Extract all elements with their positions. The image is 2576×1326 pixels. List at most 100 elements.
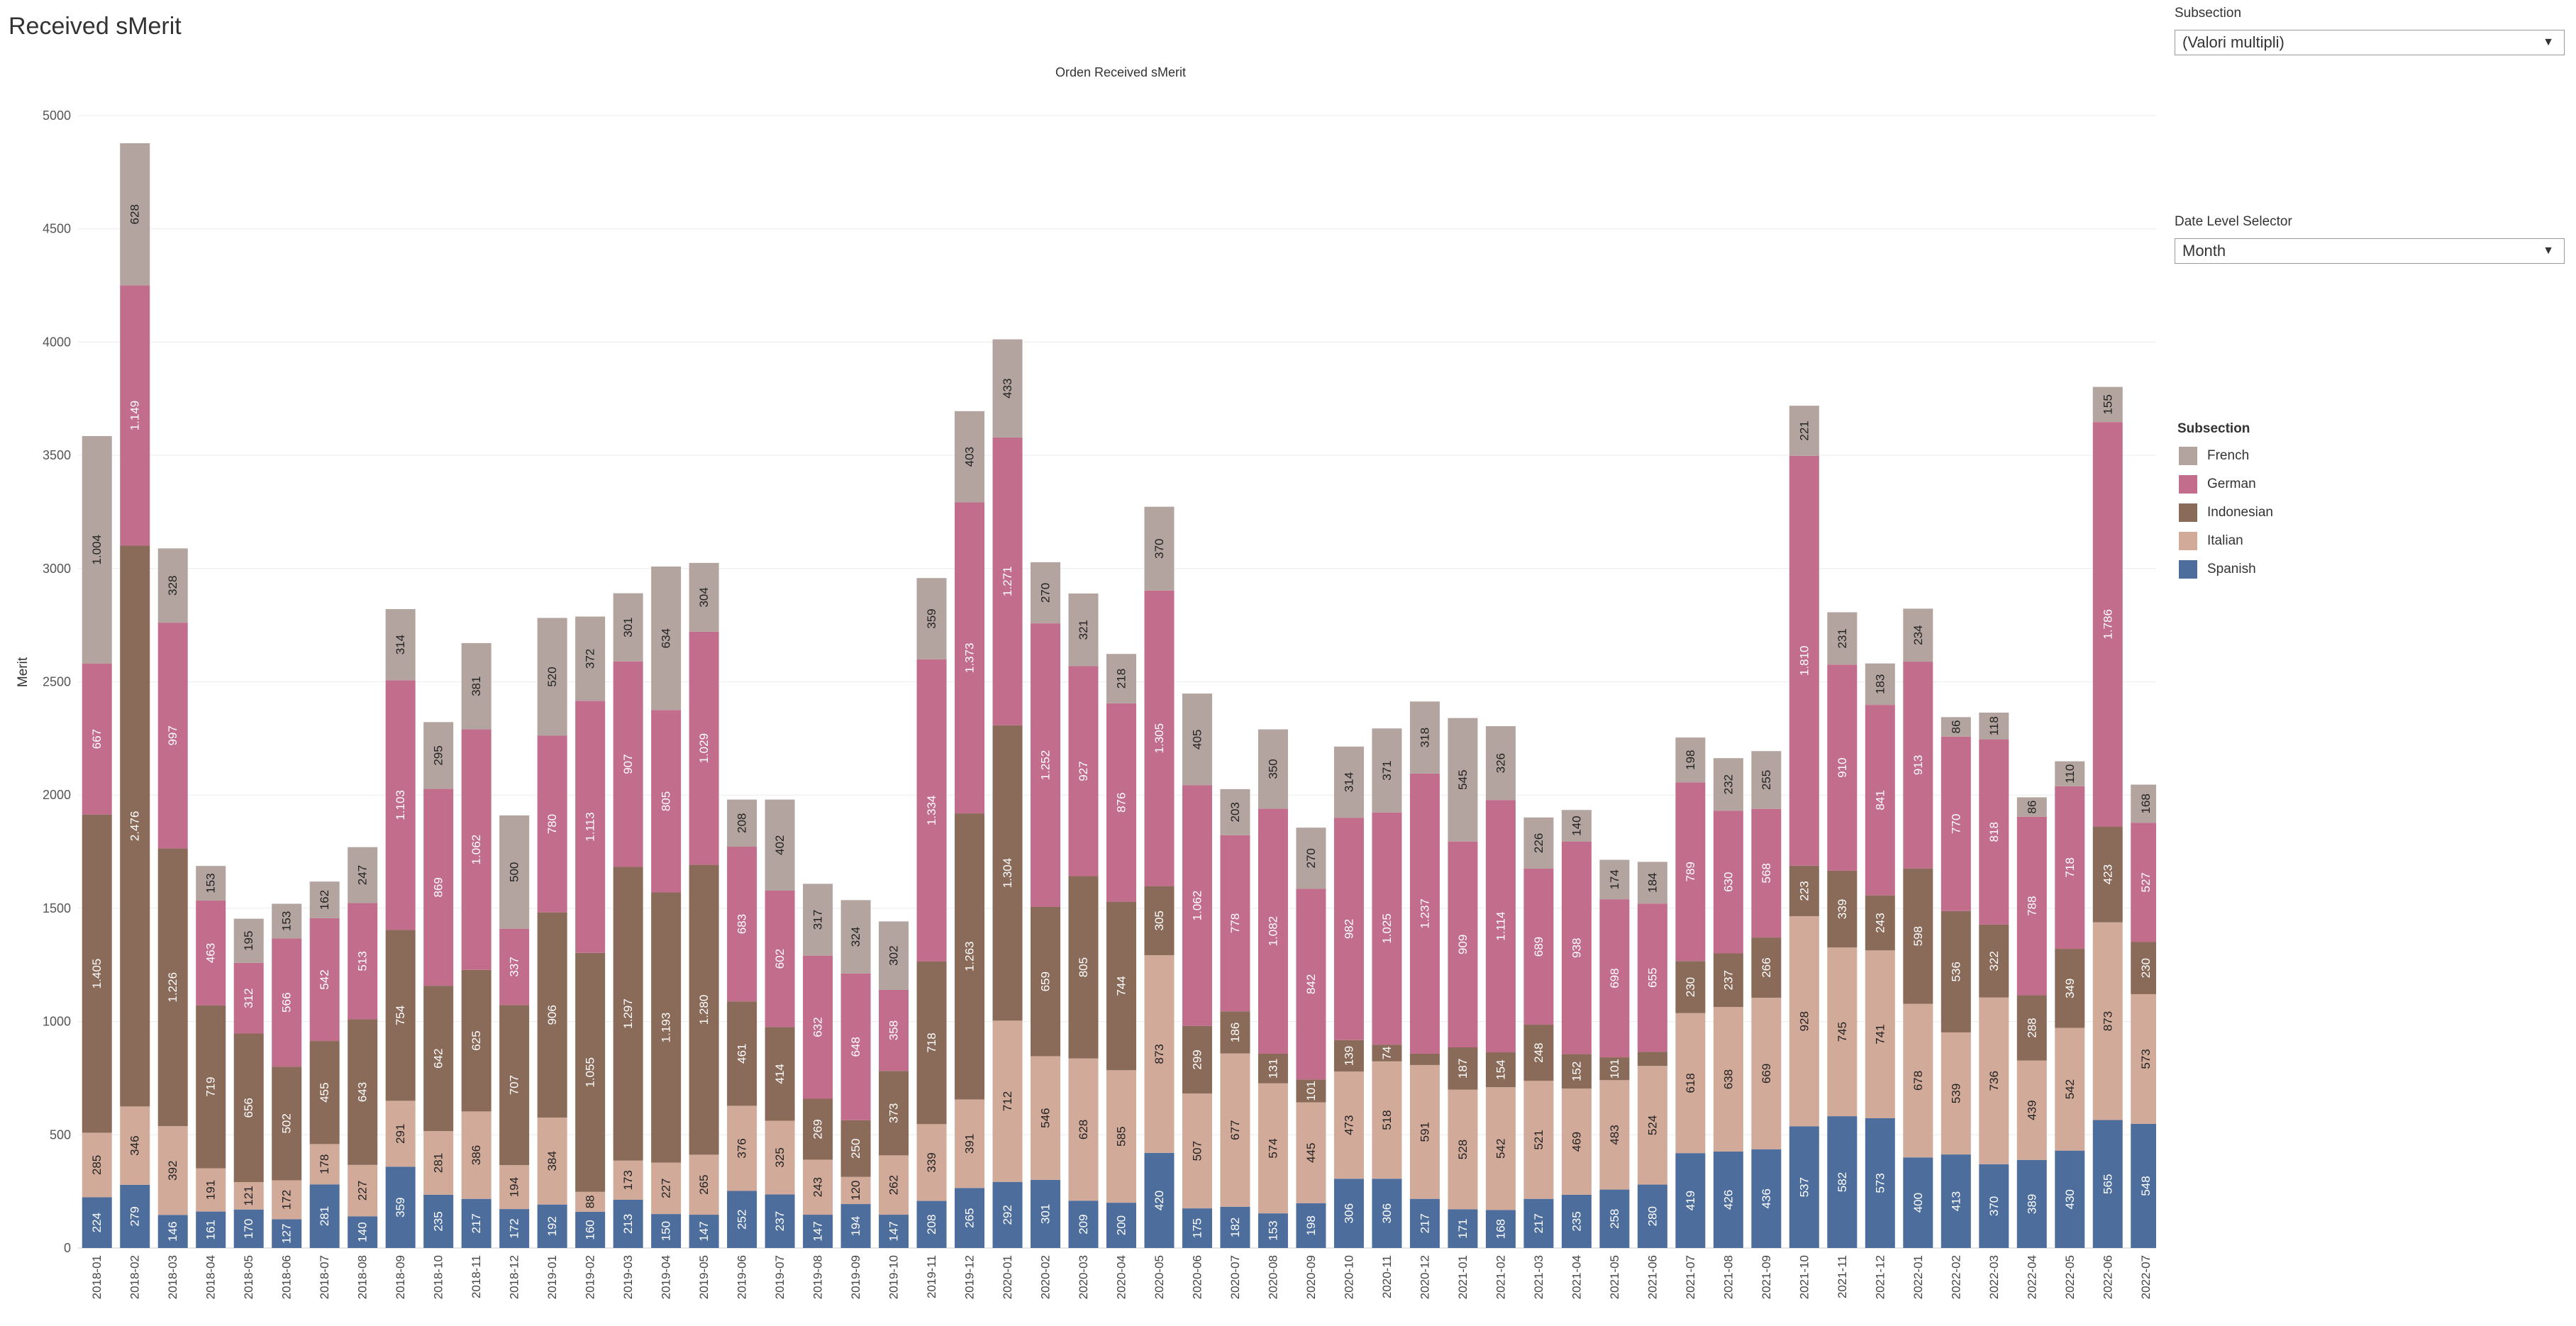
data-label-spanish: 292: [1001, 1205, 1014, 1225]
bar-german: [2055, 786, 2085, 949]
data-label-french: 218: [1115, 669, 1128, 689]
bar-indonesian: [727, 1001, 757, 1106]
legend-item-french[interactable]: French: [2179, 445, 2249, 467]
bar-spanish: [1144, 1152, 1175, 1248]
data-label-spanish: 389: [2025, 1194, 2038, 1214]
bar-spanish: [955, 1188, 985, 1248]
bar-german: [916, 659, 947, 962]
bar-indonesian: [651, 892, 682, 1163]
bar-italian: [1751, 998, 1782, 1149]
bar-spanish: [1675, 1153, 1706, 1248]
data-label-french: 1.004: [90, 535, 104, 565]
bar-italian: [840, 1176, 871, 1205]
data-label-german: 513: [356, 951, 370, 971]
x-tick-label: 2021-06: [1645, 1255, 1659, 1299]
bar-italian: [1827, 947, 1858, 1117]
data-label-indonesian: 1.297: [621, 998, 635, 1029]
bar-indonesian: [499, 1005, 530, 1166]
legend-item-italian[interactable]: Italian: [2179, 530, 2243, 552]
bar-french: [157, 548, 188, 623]
data-label-french: 162: [318, 890, 331, 910]
data-label-spanish: 280: [1645, 1206, 1659, 1226]
bar-spanish: [879, 1215, 909, 1248]
bar-spanish: [1333, 1179, 1364, 1248]
data-label-german: 1.305: [1153, 723, 1166, 754]
bar-indonesian: [1827, 870, 1858, 948]
bar-german: [537, 735, 567, 913]
bar-spanish: [992, 1181, 1023, 1248]
data-label-french: 247: [356, 865, 370, 885]
bar-french: [423, 722, 454, 789]
bar-french: [1599, 859, 1630, 900]
bar-indonesian: [803, 1098, 833, 1160]
data-label-german: 1.025: [1380, 913, 1394, 944]
y-tick-label: 1500: [43, 901, 71, 915]
y-tick-label: 5000: [43, 108, 71, 123]
bar-spanish: [1296, 1203, 1326, 1248]
data-label-german: 1.082: [1266, 916, 1279, 947]
data-label-italian: 391: [963, 1134, 977, 1154]
bar-spanish: [272, 1219, 302, 1248]
bar-german: [1523, 869, 1554, 1025]
data-label-indonesian: 718: [925, 1032, 938, 1052]
data-label-german: 1.252: [1039, 750, 1053, 781]
bar-german: [1789, 455, 1819, 866]
legend-item-indonesian[interactable]: Indonesian: [2179, 502, 2273, 523]
bar-spanish: [1599, 1189, 1630, 1248]
date-level-dropdown[interactable]: Month ▼: [2175, 238, 2565, 264]
data-label-german: 869: [432, 877, 445, 897]
bar-italian: [537, 1118, 567, 1205]
data-label-italian: 573: [2139, 1049, 2153, 1069]
bar-indonesian: [1031, 906, 1061, 1057]
data-label-indonesian: 805: [1077, 957, 1090, 977]
data-label-spanish: 161: [204, 1220, 218, 1239]
data-label-indonesian: 598: [1911, 926, 1925, 946]
data-label-german: 1.149: [128, 401, 142, 431]
data-label-spanish: 420: [1153, 1191, 1166, 1210]
page-title: Received sMerit: [9, 13, 182, 40]
bar-german: [2092, 422, 2123, 827]
data-label-french: 304: [697, 587, 711, 607]
x-tick-label: 2018-03: [166, 1255, 179, 1299]
bar-french: [1448, 718, 1478, 842]
data-label-italian: 574: [1266, 1138, 1279, 1158]
data-label-italian: 445: [1304, 1143, 1318, 1163]
bar-indonesian: [2016, 995, 2047, 1061]
data-label-french: 208: [735, 813, 749, 833]
data-label-spanish: 147: [811, 1221, 825, 1241]
data-label-italian: 285: [90, 1155, 104, 1175]
bar-indonesian: [2055, 949, 2085, 1028]
data-label-spanish: 436: [1760, 1188, 1773, 1208]
data-label-french: 234: [1911, 625, 1925, 645]
data-label-french: 183: [1873, 674, 1887, 694]
data-label-italian: 873: [2101, 1011, 2114, 1031]
data-label-spanish: 209: [1077, 1214, 1090, 1234]
data-label-indonesian: 339: [1836, 899, 1849, 919]
x-tick-label: 2018-07: [318, 1255, 331, 1299]
bar-italian: [765, 1120, 795, 1195]
data-label-german: 1.271: [1001, 567, 1014, 597]
bar-italian: [613, 1160, 643, 1200]
bar-indonesian: [1144, 886, 1175, 956]
bar-indonesian: [1485, 1052, 1516, 1088]
data-label-indonesian: 237: [1721, 970, 1735, 990]
data-label-italian: 172: [280, 1190, 294, 1210]
legend-item-german[interactable]: German: [2179, 474, 2256, 495]
data-label-indonesian: 230: [1684, 977, 1697, 997]
data-label-spanish: 171: [1456, 1219, 1470, 1239]
x-tick-label: 2021-08: [1721, 1255, 1735, 1299]
bar-french: [348, 847, 378, 903]
subsection-dropdown[interactable]: (Valori multipli) ▼: [2175, 30, 2565, 55]
bar-indonesian: [196, 1005, 226, 1169]
data-label-german: 718: [2063, 857, 2077, 877]
y-tick-label: 0: [64, 1241, 71, 1255]
bar-french: [575, 616, 606, 701]
bar-spanish: [1903, 1157, 1933, 1248]
legend-item-spanish[interactable]: Spanish: [2179, 559, 2256, 580]
data-label-german: 818: [1987, 822, 2001, 842]
data-label-italian: 873: [1153, 1044, 1166, 1064]
data-label-italian: 521: [1532, 1130, 1545, 1149]
x-tick-label: 2019-06: [735, 1255, 749, 1299]
x-tick-label: 2021-11: [1836, 1255, 1849, 1298]
bar-indonesian: [461, 969, 492, 1112]
